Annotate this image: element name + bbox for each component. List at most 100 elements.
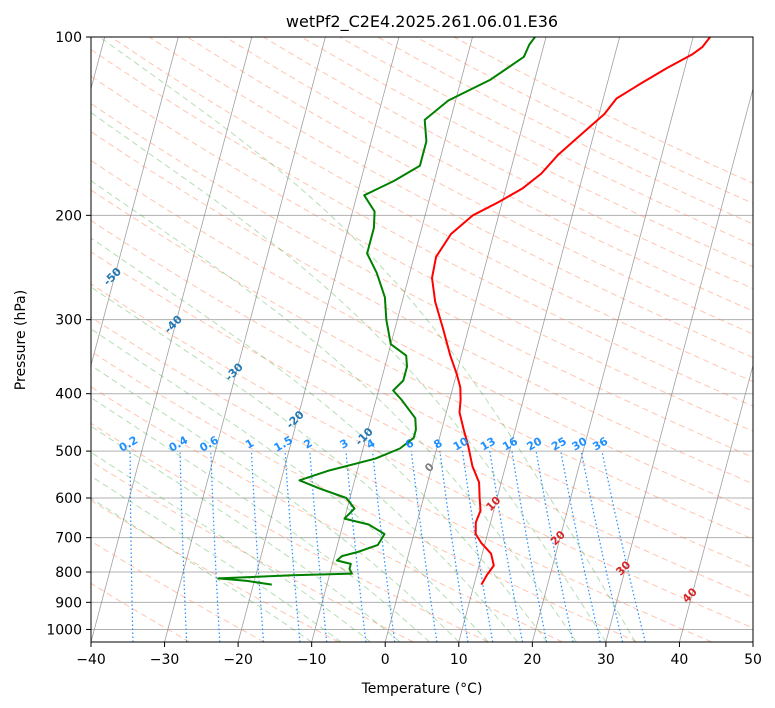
moist-adiabat-line xyxy=(91,286,518,642)
dry-adiabat-line xyxy=(110,37,753,383)
y-tick-label: 200 xyxy=(55,208,82,224)
plot-area: 0.10.20.40.611.52346810131620253036-100-… xyxy=(0,37,753,642)
dry-adiabat-line xyxy=(91,540,265,642)
mixing-ratio-line xyxy=(410,451,438,642)
mixing-ratio-line xyxy=(580,450,624,642)
isotherm-line xyxy=(237,37,400,642)
moist-adiabat-line xyxy=(91,112,607,642)
chart-title: wetPf2_C2E4.2025.261.06.01.E36 xyxy=(286,12,558,32)
isotherm-line xyxy=(458,37,620,642)
pressure-grid xyxy=(91,37,753,630)
y-tick-label: 400 xyxy=(55,387,82,403)
x-tick-label: −30 xyxy=(150,652,180,668)
moist-adiabat-line xyxy=(91,451,371,642)
dewpoint-profile-line xyxy=(217,37,536,586)
isotherm-line xyxy=(679,363,753,642)
moist-adiabat-line xyxy=(91,364,460,642)
mixing-ratio-line xyxy=(489,451,524,642)
moist-adiabat-line xyxy=(91,475,342,642)
isotherm-label: -30 xyxy=(223,360,246,383)
dry-adiabat-line xyxy=(91,422,489,642)
mixing-ratio-line xyxy=(345,451,367,642)
y-tick-label: 800 xyxy=(55,565,82,581)
y-axis-ticks: 100 200 300 400 500 600 700 800 900 1000 xyxy=(46,30,91,638)
x-tick-label: −20 xyxy=(223,652,253,668)
plot-frame xyxy=(90,36,754,643)
dry-adiabat-line xyxy=(91,75,753,432)
isotherm-label: 30 xyxy=(613,558,633,578)
mixing-ratio-lines xyxy=(83,450,646,642)
x-tick-label: 10 xyxy=(450,652,468,668)
profile-series xyxy=(217,37,711,586)
x-tick-label: 20 xyxy=(523,652,541,668)
isotherm-label: -70 xyxy=(0,170,3,193)
mixing-ratio-line xyxy=(210,451,221,642)
isotherm-label: 0 xyxy=(422,460,437,475)
dry-adiabat-line xyxy=(148,37,753,359)
dry-adiabat-line xyxy=(263,37,753,290)
moist-adiabat-line xyxy=(91,397,430,642)
dry-adiabat-line xyxy=(91,189,753,540)
mixing-ratio-line xyxy=(535,450,574,642)
y-tick-label: 900 xyxy=(55,595,82,611)
dry-adiabat-line xyxy=(186,37,753,335)
moist-adiabat-line xyxy=(99,37,636,642)
mixing-ratio-label: 0.1 xyxy=(70,434,93,455)
isotherm-line xyxy=(531,37,694,642)
isotherm-label: -40 xyxy=(162,313,185,336)
y-tick-label: 700 xyxy=(55,531,82,547)
isotherm-line xyxy=(752,640,753,642)
mixing-ratio-line xyxy=(309,451,328,642)
y-tick-label: 1000 xyxy=(46,622,82,638)
mixing-ratio-line xyxy=(83,451,84,642)
line-labels: 0.10.20.40.611.52346810131620253036-100-… xyxy=(0,170,700,606)
isotherm-lines xyxy=(91,37,753,642)
dry-adiabat-line xyxy=(91,350,638,642)
isotherm-line xyxy=(605,87,753,642)
dry-adiabat-line xyxy=(339,37,753,246)
y-tick-label: 300 xyxy=(55,313,82,329)
isotherm-line xyxy=(311,37,473,642)
mixing-ratio-line xyxy=(560,450,601,642)
dry-adiabat-line xyxy=(91,316,713,642)
dry-adiabat-line xyxy=(91,219,753,569)
dry-adiabat-line xyxy=(91,251,753,599)
moist-adiabat-lines xyxy=(91,37,636,642)
mixing-ratio-line xyxy=(511,451,548,642)
isotherm-line xyxy=(91,37,179,367)
isotherm-line xyxy=(91,37,253,642)
dry-adiabat-line xyxy=(225,37,753,312)
moist-adiabat-line xyxy=(91,180,577,642)
x-tick-label: 50 xyxy=(744,652,762,668)
dry-adiabat-line xyxy=(91,283,753,629)
x-tick-label: −40 xyxy=(76,652,106,668)
y-tick-label: 500 xyxy=(55,444,82,460)
dry-adiabat-line xyxy=(91,103,753,458)
moist-adiabat-line xyxy=(91,425,401,642)
x-axis-ticks: −40 −30 −20 −10 0 10 20 30 40 50 xyxy=(76,642,762,668)
mixing-ratio-label: 6 xyxy=(403,436,416,451)
dry-adiabat-line xyxy=(377,37,753,225)
x-tick-label: 40 xyxy=(671,652,689,668)
dry-adiabat-lines xyxy=(91,37,753,642)
mixing-ratio-label: 8 xyxy=(432,437,445,452)
isotherm-label: 10 xyxy=(483,494,503,514)
temperature-profile-line xyxy=(431,37,711,586)
y-axis-title: Pressure (hPa) xyxy=(13,290,29,390)
x-tick-label: 0 xyxy=(381,652,390,668)
dry-adiabat-line xyxy=(91,48,753,407)
mixing-ratio-label: 3 xyxy=(338,437,351,452)
mixing-ratio-line xyxy=(439,451,469,642)
x-tick-label: 30 xyxy=(597,652,615,668)
isotherm-label: -50 xyxy=(101,265,124,288)
dry-adiabat-line xyxy=(453,37,753,184)
isotherm-line xyxy=(164,37,326,642)
dry-adiabat-line xyxy=(91,582,190,642)
y-tick-label: 600 xyxy=(55,491,82,507)
dry-adiabat-line xyxy=(91,460,414,642)
x-tick-label: −10 xyxy=(297,652,327,668)
moist-adiabat-line xyxy=(91,497,312,642)
dry-adiabat-line xyxy=(91,386,563,642)
mixing-ratio-line xyxy=(371,451,396,642)
